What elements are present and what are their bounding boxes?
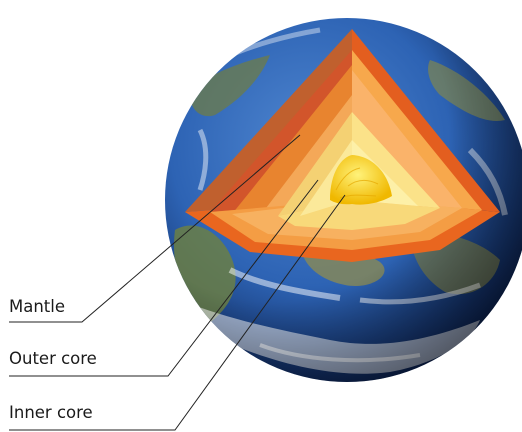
inner-core-leader-line xyxy=(9,194,346,431)
cutaway-layers xyxy=(185,29,500,262)
outer-core-leader-line xyxy=(9,179,319,377)
inner-core xyxy=(330,155,392,205)
leader-lines xyxy=(9,134,346,431)
mantle-label: Mantle xyxy=(9,297,66,316)
inner-core-label: Inner core xyxy=(9,403,93,422)
mantle-leader-line xyxy=(9,134,301,323)
outer-core-label: Outer core xyxy=(9,349,97,368)
